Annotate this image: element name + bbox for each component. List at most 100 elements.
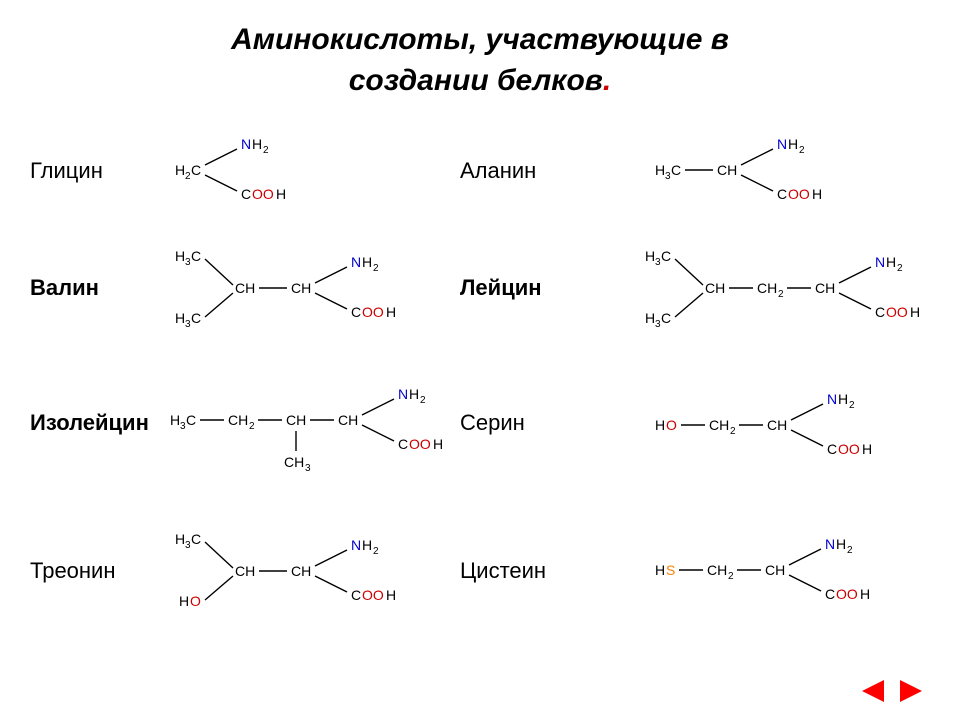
svg-text:N: N [827, 391, 837, 407]
chevron-right-icon [900, 680, 922, 702]
svg-text:H: H [362, 254, 372, 270]
label-isoleucine: Изолейцин [30, 410, 149, 436]
label-valine: Валин [30, 275, 99, 301]
formula-glycine: H 2 C N H 2 C OO H [175, 135, 375, 215]
svg-text:C: C [191, 531, 201, 547]
title-line-1: Аминокислоты, участвующие в [231, 23, 729, 56]
chevron-left-icon [862, 680, 884, 702]
svg-text:C: C [671, 162, 681, 178]
formula-alanine: H 3 C CH N H 2 C OO H [655, 135, 915, 215]
svg-text:OO: OO [886, 304, 908, 320]
svg-text:N: N [351, 254, 361, 270]
svg-text:H: H [175, 531, 185, 547]
title-period: . [603, 64, 611, 97]
page-title: Аминокислоты, участвующие в создании бел… [0, 20, 960, 101]
svg-text:2: 2 [847, 545, 853, 556]
svg-text:C: C [241, 186, 251, 202]
svg-text:O: O [190, 593, 201, 609]
label-threonine: Треонин [30, 558, 116, 584]
svg-text:2: 2 [730, 426, 736, 437]
svg-text:CH: CH [815, 280, 835, 296]
svg-text:CH: CH [235, 563, 255, 579]
svg-text:H: H [788, 136, 798, 152]
svg-text:2: 2 [728, 571, 734, 582]
svg-text:OO: OO [788, 186, 810, 202]
label-leucine: Лейцин [460, 275, 542, 301]
svg-text:C: C [186, 412, 196, 428]
svg-text:H: H [175, 248, 185, 264]
svg-text:N: N [351, 537, 361, 553]
title-line-2: создании белков [349, 64, 603, 97]
svg-text:CH: CH [291, 280, 311, 296]
svg-text:2: 2 [373, 263, 379, 274]
svg-text:O: O [666, 417, 677, 433]
svg-text:C: C [191, 310, 201, 326]
svg-text:C: C [398, 436, 408, 452]
label-cysteine: Цистеин [460, 558, 546, 584]
svg-text:H: H [175, 310, 185, 326]
svg-text:CH: CH [765, 562, 785, 578]
svg-text:OO: OO [836, 586, 858, 602]
slide: Аминокислоты, участвующие в создании бел… [0, 0, 960, 720]
svg-text:2: 2 [778, 289, 784, 300]
svg-text:H: H [910, 304, 920, 320]
svg-text:OO: OO [838, 441, 860, 457]
svg-text:C: C [827, 441, 837, 457]
nav-prev-button[interactable] [856, 676, 892, 706]
svg-text:S: S [666, 562, 675, 578]
svg-text:H: H [862, 441, 872, 457]
svg-text:2: 2 [249, 421, 255, 432]
svg-text:C: C [351, 304, 361, 320]
svg-text:CH: CH [284, 454, 304, 470]
svg-text:2: 2 [849, 400, 855, 411]
formula-threonine: H 3 C H O CH CH N H 2 C OO H [175, 528, 455, 628]
svg-text:H: H [860, 586, 870, 602]
svg-text:H: H [170, 412, 180, 428]
svg-text:N: N [241, 136, 251, 152]
svg-text:H: H [655, 562, 665, 578]
svg-text:CH: CH [717, 162, 737, 178]
svg-text:H: H [386, 587, 396, 603]
svg-text:CH: CH [286, 412, 306, 428]
svg-text:CH: CH [707, 562, 727, 578]
formula-serine: H O CH 2 CH N H 2 C OO H [655, 390, 955, 480]
svg-text:3: 3 [305, 463, 311, 474]
svg-text:C: C [825, 586, 835, 602]
svg-text:H: H [886, 254, 896, 270]
svg-text:H: H [812, 186, 822, 202]
formula-leucine: H 3 C H 3 C CH CH 2 CH N H 2 C OO H [645, 245, 960, 345]
formula-cysteine: H S CH 2 CH N H 2 C OO H [655, 535, 955, 625]
svg-text:N: N [777, 136, 787, 152]
svg-text:N: N [875, 254, 885, 270]
label-serine: Серин [460, 410, 525, 436]
nav-next-button[interactable] [894, 676, 930, 706]
svg-text:H: H [386, 304, 396, 320]
label-alanine: Аланин [460, 158, 536, 184]
svg-text:H: H [252, 136, 262, 152]
label-glycine: Глицин [30, 158, 103, 184]
svg-text:OO: OO [362, 304, 384, 320]
formula-isoleucine: H 3 C CH 2 CH CH 3 CH N H 2 C OO H [170, 385, 490, 495]
svg-text:C: C [191, 162, 201, 178]
svg-text:CH: CH [705, 280, 725, 296]
svg-text:H: H [175, 162, 185, 178]
svg-text:CH: CH [767, 417, 787, 433]
svg-text:CH: CH [235, 280, 255, 296]
svg-text:C: C [351, 587, 361, 603]
svg-text:H: H [179, 593, 189, 609]
svg-text:C: C [777, 186, 787, 202]
svg-text:CH: CH [757, 280, 777, 296]
svg-text:H: H [836, 536, 846, 552]
svg-text:CH: CH [338, 412, 358, 428]
svg-text:CH: CH [291, 563, 311, 579]
svg-text:2: 2 [420, 395, 426, 406]
formula-valine: H 3 C H 3 C CH CH N H 2 C OO H [175, 245, 455, 345]
svg-text:H: H [645, 310, 655, 326]
svg-text:C: C [191, 248, 201, 264]
svg-text:N: N [398, 386, 408, 402]
svg-text:2: 2 [897, 263, 903, 274]
svg-text:H: H [655, 162, 665, 178]
svg-text:H: H [362, 537, 372, 553]
svg-text:H: H [276, 186, 286, 202]
svg-text:OO: OO [252, 186, 274, 202]
